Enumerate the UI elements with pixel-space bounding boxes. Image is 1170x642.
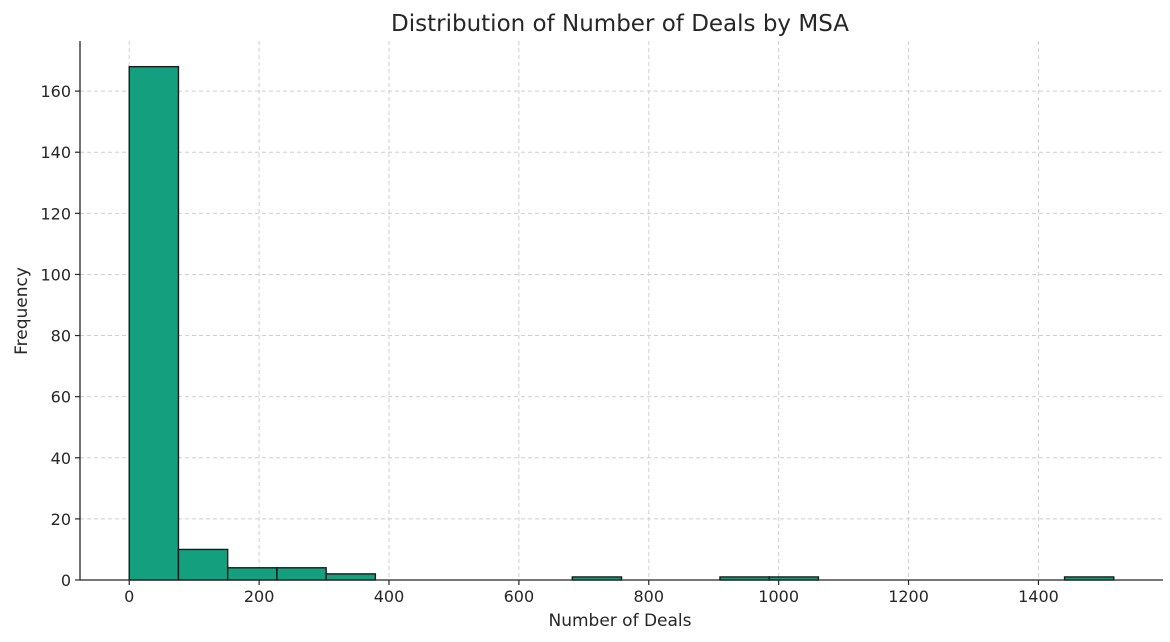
x-tick-label: 400 xyxy=(374,587,405,606)
y-tick-label: 0 xyxy=(61,571,71,590)
x-tick-label: 1200 xyxy=(888,587,929,606)
histogram-bar xyxy=(128,65,180,581)
y-tick-label: 60 xyxy=(51,388,71,407)
y-tick-label: 100 xyxy=(40,265,71,284)
histogram-bar xyxy=(177,548,229,581)
bar-layer xyxy=(128,65,1115,581)
y-tick-label: 140 xyxy=(40,143,71,162)
y-tick-label: 80 xyxy=(51,327,71,346)
chart-title: Distribution of Number of Deals by MSA xyxy=(391,11,849,37)
x-tick-label: 800 xyxy=(634,587,665,606)
x-tick-label: 200 xyxy=(244,587,275,606)
grid-layer xyxy=(80,41,1163,581)
axis-layer: 0 200 400 600 800 1000 1200 1400 0 20 40 60 80 100 120… xyxy=(40,41,1163,606)
x-tick-label: 1000 xyxy=(758,587,799,606)
histogram-bar xyxy=(325,573,377,581)
histogram-bar xyxy=(276,567,327,581)
x-tick-label: 0 xyxy=(124,587,134,606)
y-tick-label: 160 xyxy=(40,82,71,101)
y-axis-label: Frequency xyxy=(12,267,32,355)
y-tick-label: 40 xyxy=(51,449,71,468)
y-tick-label: 120 xyxy=(40,204,71,223)
histogram-bar xyxy=(226,567,278,581)
x-axis-label: Number of Deals xyxy=(548,611,691,631)
x-tick-label: 1400 xyxy=(1018,587,1059,606)
x-tick-label: 600 xyxy=(504,587,535,606)
y-tick-label: 20 xyxy=(51,510,71,529)
